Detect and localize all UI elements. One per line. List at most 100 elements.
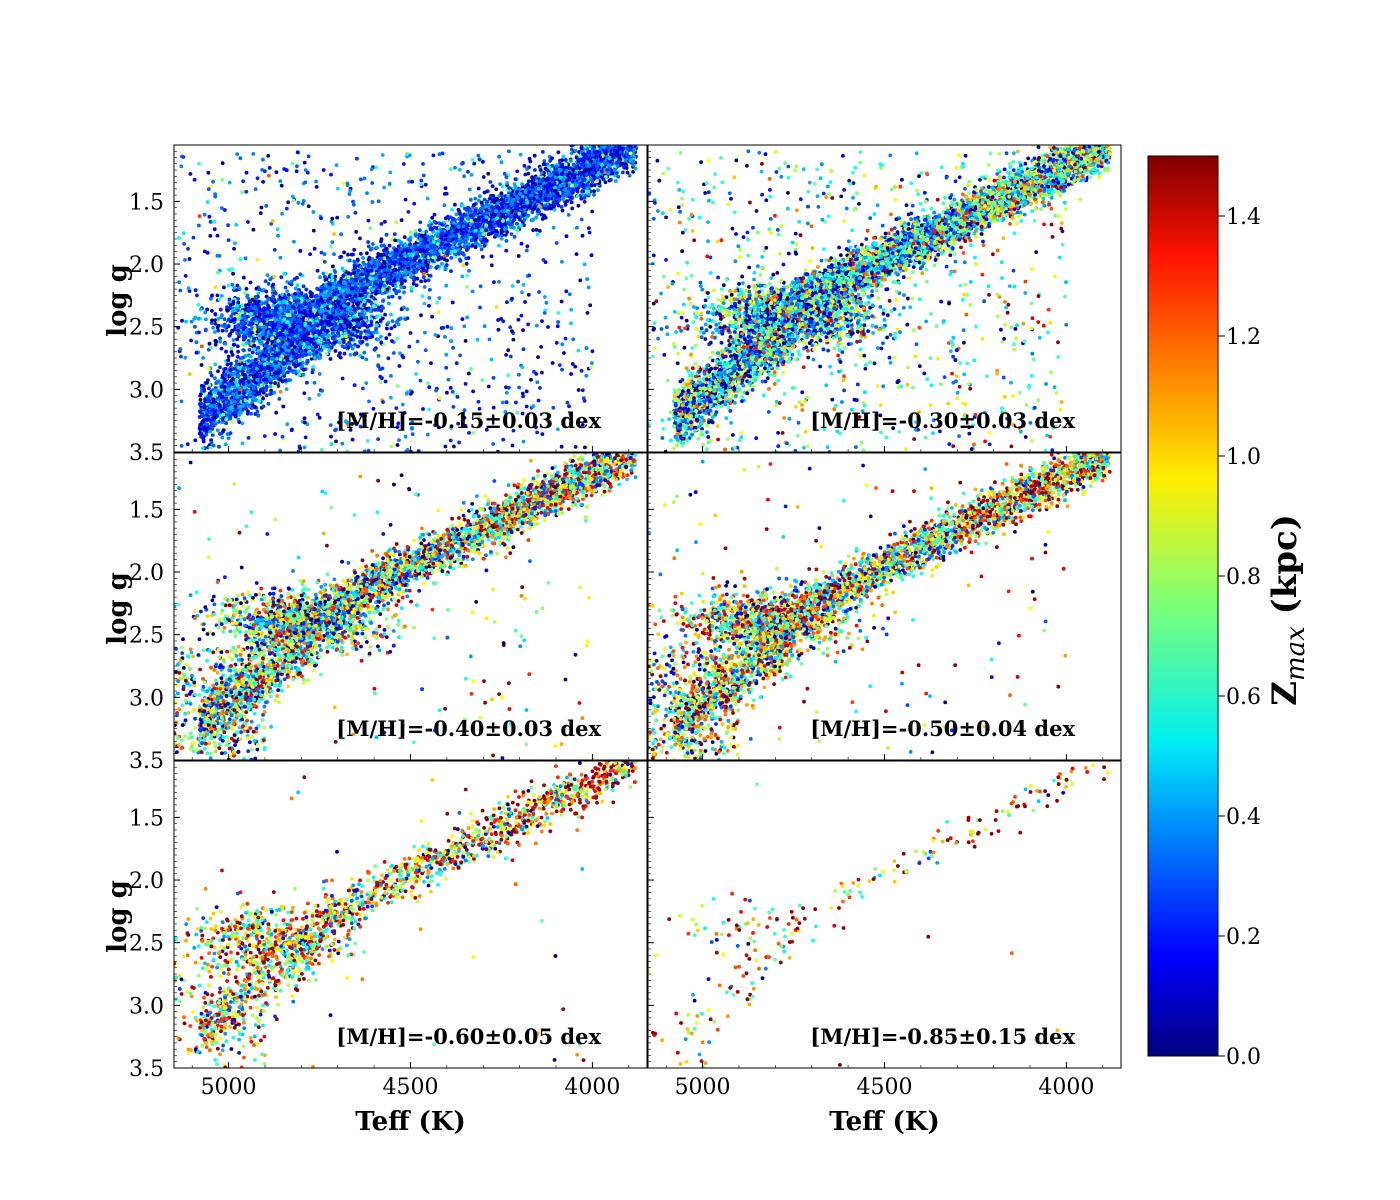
data-point bbox=[376, 199, 381, 204]
data-point bbox=[264, 393, 269, 398]
data-point bbox=[366, 240, 370, 244]
data-point bbox=[226, 354, 231, 359]
data-point bbox=[423, 260, 428, 265]
data-point bbox=[220, 178, 225, 182]
data-point bbox=[370, 200, 375, 204]
data-point bbox=[506, 373, 511, 378]
data-point bbox=[314, 179, 318, 184]
data-point bbox=[390, 294, 395, 299]
data-point bbox=[370, 257, 375, 261]
data-point bbox=[236, 297, 241, 301]
data-point bbox=[213, 318, 218, 323]
data-point bbox=[247, 404, 252, 409]
data-point bbox=[285, 422, 290, 427]
data-point bbox=[505, 181, 509, 185]
data-point bbox=[275, 227, 280, 232]
data-point bbox=[389, 395, 393, 400]
data-point bbox=[633, 131, 637, 135]
data-point bbox=[383, 312, 387, 317]
data-point bbox=[538, 386, 542, 390]
data-point bbox=[534, 215, 539, 220]
data-point bbox=[384, 336, 389, 341]
data-point bbox=[426, 278, 431, 283]
data-point bbox=[432, 212, 437, 217]
data-point bbox=[579, 146, 584, 151]
data-point bbox=[556, 427, 560, 432]
data-point bbox=[557, 194, 562, 199]
data-point bbox=[427, 385, 432, 390]
data-point bbox=[522, 164, 527, 168]
data-point bbox=[620, 138, 624, 142]
data-point bbox=[294, 169, 299, 174]
data-point bbox=[627, 138, 631, 142]
data-point bbox=[335, 215, 340, 220]
data-point bbox=[335, 186, 340, 191]
data-point bbox=[531, 228, 536, 233]
data-point bbox=[333, 270, 337, 274]
data-point bbox=[212, 227, 217, 232]
data-point bbox=[355, 156, 359, 161]
data-point bbox=[389, 312, 393, 317]
data-point bbox=[333, 274, 338, 279]
data-point bbox=[593, 141, 597, 145]
data-point bbox=[505, 390, 509, 395]
data-point bbox=[402, 290, 406, 295]
data-point bbox=[363, 335, 367, 340]
data-point bbox=[356, 344, 360, 349]
data-point bbox=[575, 225, 579, 230]
data-point bbox=[179, 444, 184, 448]
data-point bbox=[199, 363, 204, 367]
data-point bbox=[240, 190, 245, 195]
data-point bbox=[414, 283, 419, 288]
data-point bbox=[235, 152, 240, 157]
data-point bbox=[608, 140, 612, 144]
data-point bbox=[520, 411, 525, 416]
data-point bbox=[614, 179, 618, 183]
data-point bbox=[297, 373, 301, 377]
data-point bbox=[387, 243, 392, 248]
data-point bbox=[342, 250, 346, 255]
data-point bbox=[222, 285, 226, 290]
data-point bbox=[238, 156, 243, 161]
data-point bbox=[445, 324, 450, 329]
data-point bbox=[292, 239, 296, 244]
data-point bbox=[507, 385, 511, 390]
data-point bbox=[401, 162, 406, 166]
data-point bbox=[445, 390, 449, 395]
data-point bbox=[304, 287, 309, 292]
data-point bbox=[353, 351, 358, 356]
data-point bbox=[535, 380, 540, 385]
data-point bbox=[573, 364, 578, 369]
data-point bbox=[567, 292, 572, 297]
data-point bbox=[298, 358, 303, 363]
data-point bbox=[526, 322, 530, 327]
data-point bbox=[427, 296, 432, 300]
data-point bbox=[477, 198, 481, 203]
data-point bbox=[281, 404, 286, 409]
data-point bbox=[504, 353, 508, 357]
data-point bbox=[202, 212, 207, 217]
data-point bbox=[562, 351, 566, 355]
data-point bbox=[626, 116, 630, 120]
data-point bbox=[384, 232, 389, 237]
data-point bbox=[407, 179, 411, 184]
data-point bbox=[468, 197, 473, 202]
data-point bbox=[362, 350, 367, 355]
data-point bbox=[618, 137, 622, 141]
data-point bbox=[403, 317, 408, 321]
data-point bbox=[230, 329, 235, 334]
data-point bbox=[215, 233, 220, 238]
data-point bbox=[508, 354, 513, 359]
data-point bbox=[406, 210, 411, 214]
data-point bbox=[386, 356, 391, 361]
data-point bbox=[602, 138, 606, 142]
data-point bbox=[516, 317, 521, 322]
data-point bbox=[332, 232, 336, 237]
data-point bbox=[622, 139, 626, 143]
data-point bbox=[621, 136, 625, 140]
data-point bbox=[207, 341, 212, 346]
data-point bbox=[633, 166, 638, 171]
data-point bbox=[560, 259, 564, 264]
data-point bbox=[629, 130, 633, 134]
data-point bbox=[346, 214, 351, 219]
